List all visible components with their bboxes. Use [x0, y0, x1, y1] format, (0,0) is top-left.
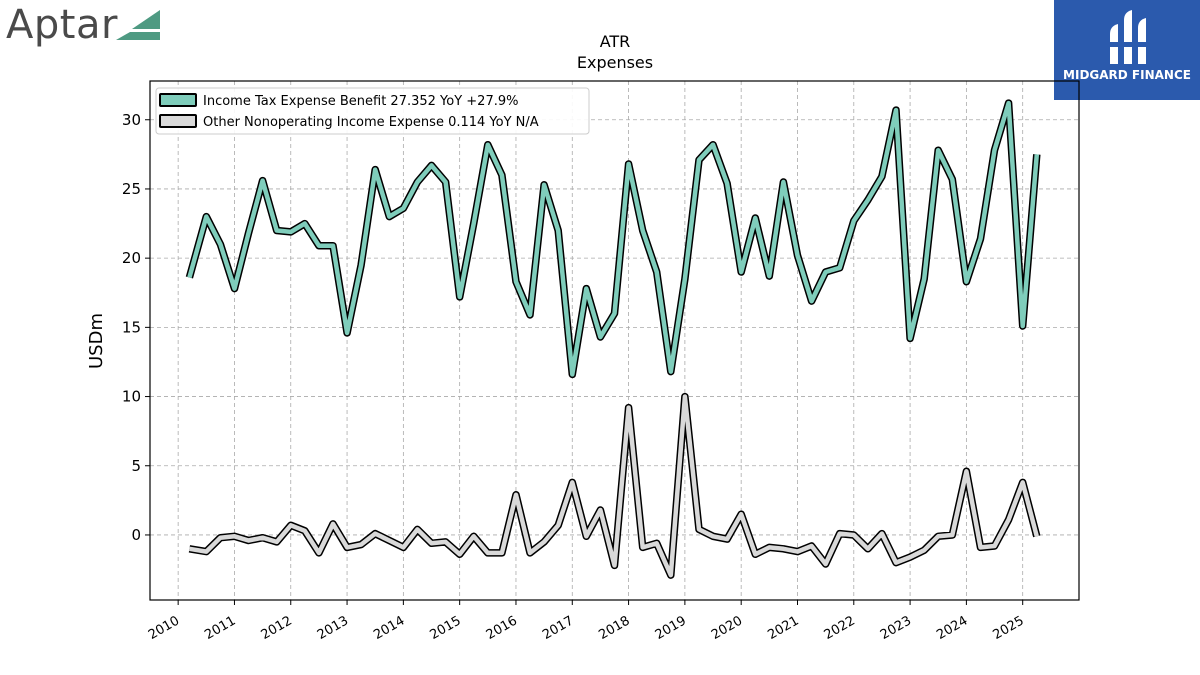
- y-tick-label: 30: [122, 111, 141, 129]
- legend-box: [155, 87, 590, 135]
- x-tick-label: 2020: [709, 613, 745, 643]
- x-axis-ticks: 2010 2011 2012 2013 2014 2015 2016 2017 2018 2019…: [146, 600, 1027, 643]
- midgard-finance-logo: MIDGARD FINANCE: [1054, 0, 1200, 100]
- plot-area-frame: [149, 80, 1080, 601]
- x-tick-label: 2024: [934, 613, 970, 643]
- series-line-income-tax: [187, 100, 1040, 377]
- x-tick-label: 2014: [371, 613, 407, 643]
- midgard-logo-text: MIDGARD FINANCE: [1063, 68, 1191, 82]
- y-tick-label: 25: [122, 180, 141, 198]
- series-line-other-nonoperating: [189, 394, 1039, 578]
- legend-label-other-nonoperating: Other Nonoperating Income Expense 0.114 …: [203, 115, 539, 130]
- aptar-logo-text: Aptar: [6, 2, 118, 48]
- x-tick-label: 2010: [146, 613, 182, 643]
- aptar-logo: Aptar: [6, 2, 166, 50]
- x-tick-label: 2012: [259, 613, 295, 643]
- y-axis-label: USDm: [86, 313, 107, 369]
- x-tick-label: 2019: [653, 613, 689, 643]
- x-tick-label: 2011: [202, 613, 238, 643]
- x-tick-label: 2021: [765, 613, 801, 643]
- y-tick-label: 5: [131, 457, 141, 475]
- x-tick-label: 2018: [596, 613, 632, 643]
- chart-subtitle: Expenses: [577, 53, 653, 72]
- midgard-logo-mark: [1108, 10, 1148, 64]
- x-tick-label: 2023: [878, 613, 914, 643]
- y-tick-label: 0: [131, 526, 141, 544]
- x-tick-label: 2013: [315, 613, 351, 643]
- x-tick-label: 2015: [428, 613, 464, 643]
- legend-label-income-tax: Income Tax Expense Benefit 27.352 YoY +2…: [203, 94, 518, 109]
- legend: Income Tax Expense Benefit 27.352 YoY +2…: [155, 87, 590, 135]
- series-layer: [185, 99, 1041, 579]
- x-tick-label: 2025: [991, 613, 1027, 643]
- aptar-logo-mark: [116, 10, 160, 40]
- x-tick-label: 2016: [484, 613, 520, 643]
- legend-swatch-income-tax: [159, 93, 197, 107]
- x-tick-label: 2022: [822, 613, 858, 643]
- y-tick-label: 15: [122, 318, 141, 336]
- chart-title: ATR: [600, 32, 631, 51]
- y-axis-ticks: 0 5 10 15 20 25 30: [122, 111, 150, 544]
- legend-swatch-other-nonoperating: [159, 114, 197, 128]
- x-tick-label: 2017: [540, 613, 576, 643]
- y-tick-label: 10: [122, 388, 141, 406]
- y-tick-label: 20: [122, 249, 141, 267]
